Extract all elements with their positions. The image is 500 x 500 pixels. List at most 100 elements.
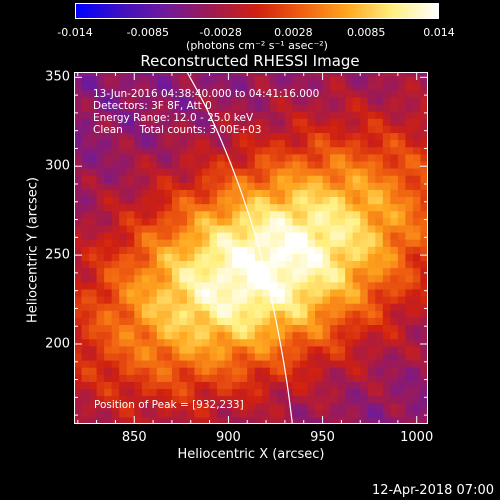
heatmap-cell xyxy=(194,352,203,361)
heatmap-cell xyxy=(315,75,324,84)
heatmap-cell xyxy=(367,324,376,333)
axis-ticks xyxy=(74,72,428,424)
heatmap-cell xyxy=(277,182,286,190)
heatmap-cell xyxy=(262,104,271,112)
heatmap-cell xyxy=(134,153,143,162)
heatmap-cell xyxy=(209,168,218,176)
heatmap-cell xyxy=(247,146,256,155)
heatmap-cell xyxy=(352,260,361,269)
heatmap-cell xyxy=(262,345,271,354)
heatmap-cell xyxy=(232,374,241,382)
heatmap-cell xyxy=(375,310,384,318)
heatmap-cell xyxy=(247,153,256,162)
heatmap-cell xyxy=(149,388,158,397)
heatmap-cell xyxy=(299,260,309,269)
heatmap-cell xyxy=(149,132,158,141)
heatmap-cell xyxy=(284,232,294,240)
heatmap-cell xyxy=(412,132,422,141)
heatmap-cell xyxy=(262,381,271,390)
heatmap-cell xyxy=(292,125,301,134)
heatmap-cell xyxy=(202,395,211,404)
heatmap-cell xyxy=(367,125,376,134)
heatmap-cell xyxy=(134,317,143,326)
heatmap-cell xyxy=(345,352,354,361)
heatmap-cell xyxy=(156,232,165,240)
heatmap-cell xyxy=(209,416,218,424)
heatmap-cell xyxy=(126,253,135,262)
heatmap-cell xyxy=(247,89,256,98)
heatmap-cell xyxy=(375,189,384,198)
heatmap-cell xyxy=(345,416,354,424)
heatmap-cell xyxy=(390,153,399,162)
heatmap-cell xyxy=(186,352,196,361)
heatmap-cell xyxy=(232,111,241,119)
heatmap-cell xyxy=(171,267,181,276)
heatmap-cell xyxy=(119,189,128,198)
heatmap-cell xyxy=(247,104,256,112)
heatmap-cell xyxy=(277,338,286,347)
heatmap-cell xyxy=(224,189,233,198)
heatmap-cell xyxy=(202,409,211,418)
heatmap-cell xyxy=(412,146,422,155)
heatmap-cell xyxy=(345,253,354,262)
heatmap-cell xyxy=(375,82,384,91)
heatmap-cell xyxy=(307,217,316,226)
heatmap-cell xyxy=(111,388,120,397)
heatmap-cell xyxy=(186,196,196,205)
heatmap-cell xyxy=(352,89,361,98)
heatmap-cell xyxy=(315,224,324,233)
heatmap-cell xyxy=(315,104,324,112)
heatmap-cell xyxy=(171,274,181,283)
heatmap-cell xyxy=(405,72,414,77)
heatmap-cell xyxy=(315,96,324,105)
heatmap-cell xyxy=(292,146,301,155)
heatmap-cell xyxy=(179,310,188,318)
heatmap-cell xyxy=(299,303,309,311)
heatmap-cell xyxy=(232,118,241,126)
heatmap-cell xyxy=(171,409,181,418)
heatmap-cell xyxy=(397,239,406,247)
heatmap-cell xyxy=(74,288,83,297)
heatmap-cell xyxy=(420,132,428,141)
heatmap-cell xyxy=(345,217,354,226)
heatmap-cell xyxy=(156,274,165,283)
heatmap-cell xyxy=(322,146,331,155)
heatmap-cell xyxy=(171,139,181,148)
heatmap-cell xyxy=(292,267,301,276)
heatmap-cell xyxy=(382,381,391,390)
heatmap-cell xyxy=(397,338,406,347)
heatmap-cell xyxy=(186,239,196,247)
heatmap-cell xyxy=(420,267,428,276)
heatmap-cell xyxy=(360,89,369,98)
heatmap-cell xyxy=(277,409,286,418)
heatmap-cell xyxy=(126,175,135,183)
heatmap-cell xyxy=(307,153,316,162)
heatmap-cell xyxy=(337,338,346,347)
heatmap-cell xyxy=(352,352,361,361)
heatmap-cell xyxy=(360,104,369,112)
heatmap-cell xyxy=(262,146,271,155)
heatmap-cell xyxy=(119,416,128,424)
heatmap-cell xyxy=(217,367,226,375)
heatmap-cell xyxy=(397,182,406,190)
heatmap-cell xyxy=(405,416,414,424)
heatmap-cell xyxy=(367,182,376,190)
heatmap-cell xyxy=(299,267,309,276)
heatmap-cell xyxy=(382,338,391,347)
heatmap-cell xyxy=(269,360,278,368)
heatmap-cell xyxy=(81,146,90,155)
heatmap-cell xyxy=(292,160,301,169)
heatmap-cell xyxy=(352,118,361,126)
heatmap-cell xyxy=(315,125,324,134)
heatmap-cell xyxy=(284,388,294,397)
heatmap-cell xyxy=(232,125,241,134)
heatmap-cell xyxy=(299,288,309,297)
heatmap-cell xyxy=(126,146,135,155)
heatmap-cell xyxy=(217,111,226,119)
heatmap-cell xyxy=(412,111,422,119)
heatmap-cell xyxy=(141,104,150,112)
heatmap-cell xyxy=(277,331,286,340)
heatmap-cell xyxy=(390,239,399,247)
peak-position-label: Position of Peak = [932,233] xyxy=(94,399,244,411)
heatmap-cell xyxy=(164,89,173,98)
